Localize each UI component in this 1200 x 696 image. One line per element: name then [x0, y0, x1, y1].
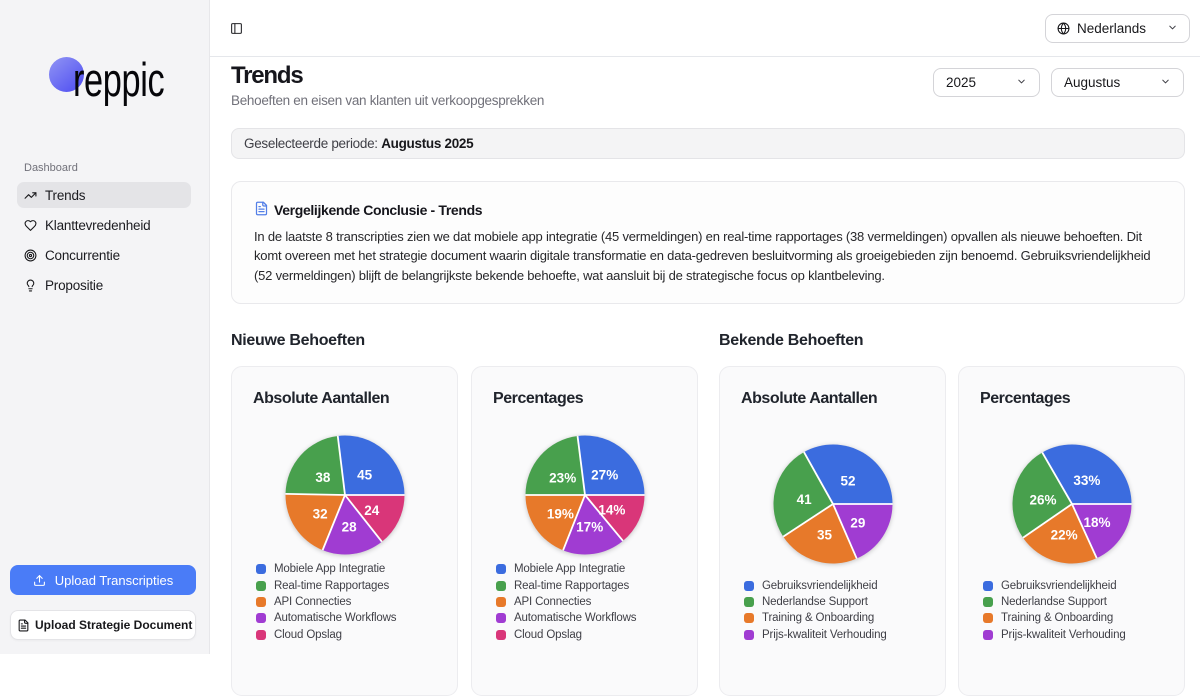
svg-text:28: 28 — [341, 520, 357, 535]
svg-text:32: 32 — [312, 506, 327, 521]
svg-text:52: 52 — [840, 473, 855, 488]
svg-text:33%: 33% — [1073, 473, 1100, 488]
svg-text:26%: 26% — [1029, 492, 1056, 507]
svg-text:41: 41 — [796, 491, 812, 506]
svg-text:35: 35 — [816, 527, 832, 542]
svg-text:22%: 22% — [1051, 527, 1078, 542]
svg-text:29: 29 — [850, 515, 865, 530]
svg-text:24: 24 — [364, 503, 380, 518]
svg-text:45: 45 — [357, 468, 373, 483]
svg-text:18%: 18% — [1083, 515, 1110, 530]
svg-text:17%: 17% — [576, 519, 603, 534]
svg-text:27%: 27% — [591, 468, 618, 483]
svg-text:19%: 19% — [547, 507, 574, 522]
svg-text:38: 38 — [315, 470, 331, 485]
svg-text:23%: 23% — [549, 470, 576, 485]
svg-text:14%: 14% — [598, 503, 625, 518]
